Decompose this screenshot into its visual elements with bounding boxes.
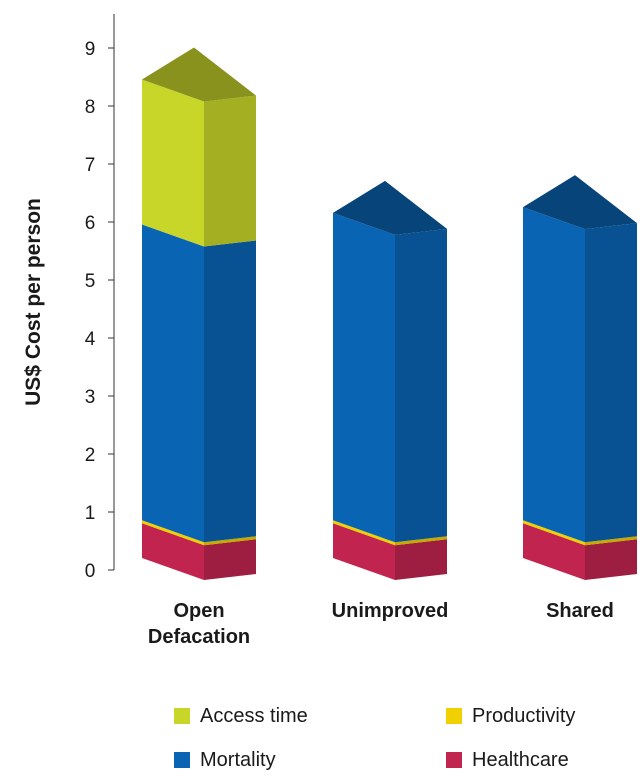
bar-segment bbox=[142, 520, 204, 546]
legend-swatch bbox=[174, 752, 190, 768]
bar-stack bbox=[142, 47, 256, 580]
bar-segment-side bbox=[204, 95, 256, 247]
bar-top bbox=[523, 175, 637, 230]
bar-segment bbox=[333, 212, 395, 543]
category-label: Defacation bbox=[148, 626, 250, 648]
bar-segment-side bbox=[204, 539, 256, 580]
y-tick-label: 2 bbox=[85, 445, 96, 466]
legend-item: Mortality bbox=[174, 749, 276, 771]
legend-label: Productivity bbox=[472, 705, 575, 727]
bar-stack bbox=[523, 175, 637, 580]
bar-segment-side bbox=[585, 539, 637, 580]
y-tick-label: 3 bbox=[85, 387, 96, 408]
legend-label: Healthcare bbox=[472, 749, 569, 771]
bar-stack bbox=[333, 180, 447, 580]
legend-label: Access time bbox=[200, 705, 308, 727]
bar-segment bbox=[523, 523, 585, 580]
legend-item: Productivity bbox=[446, 705, 575, 727]
category-label: Shared bbox=[546, 600, 614, 622]
category-labels: Open Defacation Unimproved Shared bbox=[148, 600, 614, 648]
y-tick-label: 6 bbox=[85, 213, 96, 234]
bar-segment bbox=[333, 523, 395, 580]
legend-item: Healthcare bbox=[446, 749, 569, 771]
y-tick-label: 9 bbox=[85, 39, 96, 60]
y-tick-label: 7 bbox=[85, 155, 96, 176]
y-tick-label: 5 bbox=[85, 271, 96, 292]
bar-top bbox=[333, 180, 447, 235]
y-tick-label: 8 bbox=[85, 97, 96, 118]
legend-label: Mortality bbox=[200, 749, 276, 771]
bar-segment-side bbox=[204, 536, 256, 546]
bar-segment-side bbox=[204, 240, 256, 543]
bar-segment-side bbox=[395, 228, 447, 543]
bar-segment bbox=[142, 224, 204, 543]
bar-segment bbox=[142, 79, 204, 247]
bar-segment bbox=[523, 520, 585, 546]
bar-top bbox=[142, 47, 256, 102]
bar-segment bbox=[333, 520, 395, 546]
category-label: Unimproved bbox=[332, 600, 449, 622]
legend-swatch bbox=[174, 708, 190, 724]
legend-item: Access time bbox=[174, 705, 308, 727]
legend-swatch bbox=[446, 752, 462, 768]
bar-segment-side bbox=[585, 536, 637, 546]
bar-segment-side bbox=[395, 539, 447, 580]
bar-segment bbox=[523, 207, 585, 543]
y-axis-title: US$ Cost per person bbox=[22, 198, 45, 406]
category-label: Open bbox=[173, 600, 224, 622]
legend: Access time Productivity Mortality Healthca… bbox=[174, 705, 575, 771]
bar-segment-side bbox=[395, 536, 447, 546]
bars bbox=[142, 47, 637, 580]
bar-segment bbox=[142, 523, 204, 580]
legend-swatch bbox=[446, 708, 462, 724]
bar-segment-side bbox=[585, 223, 637, 543]
y-tick-label: 1 bbox=[85, 503, 96, 524]
y-tick-label: 0 bbox=[85, 561, 96, 582]
y-tick-label: 4 bbox=[85, 329, 96, 350]
y-axis: 0 1 2 3 4 5 6 7 8 9 bbox=[85, 14, 115, 582]
